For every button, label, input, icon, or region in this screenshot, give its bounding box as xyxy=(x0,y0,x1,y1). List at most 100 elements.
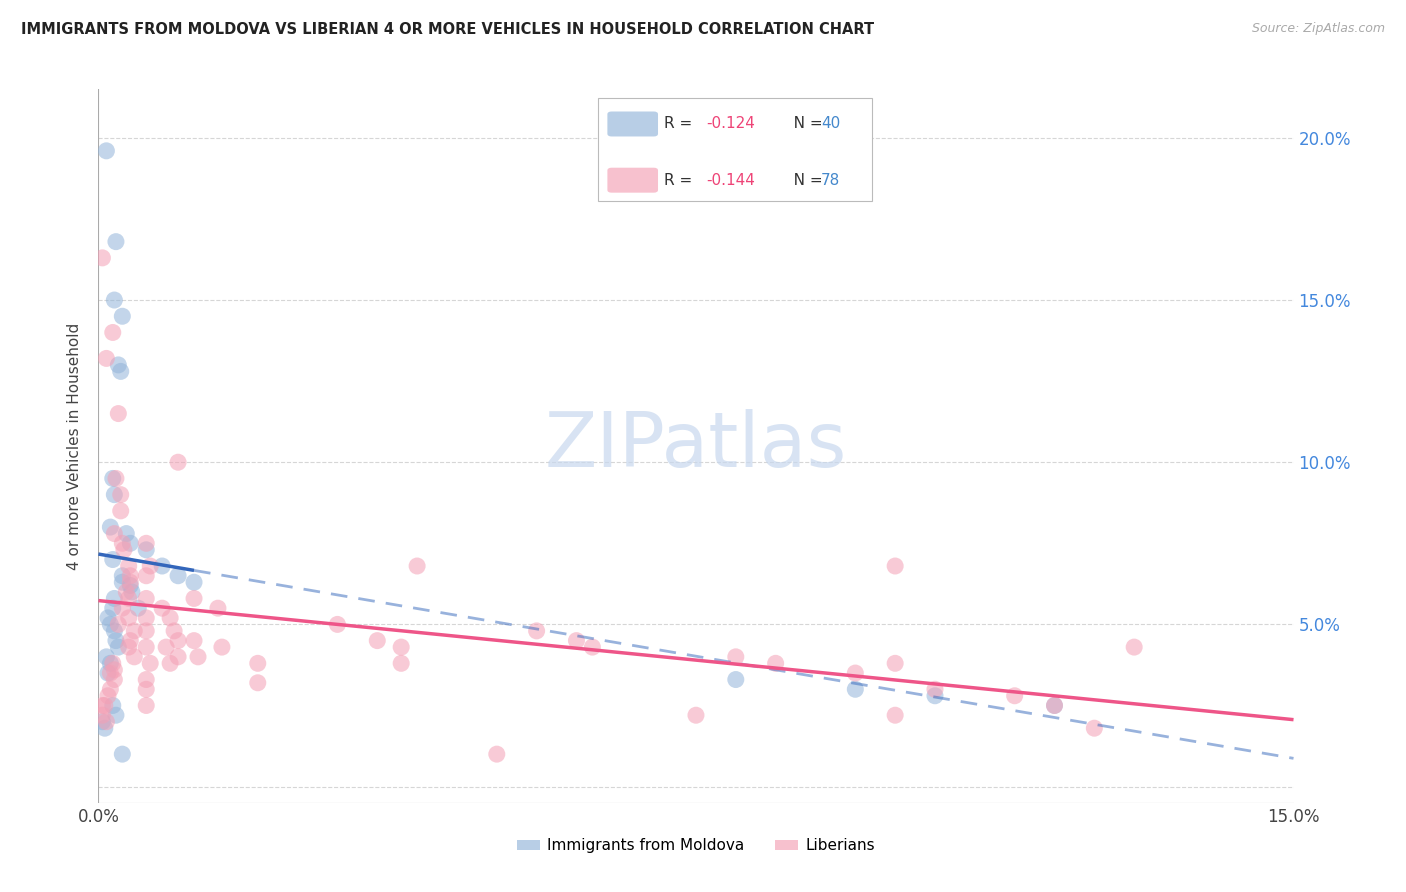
Point xyxy=(135,611,157,625)
Point xyxy=(187,649,209,664)
Point xyxy=(97,666,120,681)
Text: 40: 40 xyxy=(821,117,841,131)
Point xyxy=(924,682,946,697)
Point xyxy=(91,698,114,713)
Point xyxy=(150,601,173,615)
Point xyxy=(110,504,132,518)
Point xyxy=(120,536,142,550)
Point xyxy=(118,611,141,625)
Text: IMMIGRANTS FROM MOLDOVA VS LIBERIAN 4 OR MORE VEHICLES IN HOUSEHOLD CORRELATION : IMMIGRANTS FROM MOLDOVA VS LIBERIAN 4 OR… xyxy=(21,22,875,37)
Point xyxy=(115,585,138,599)
Point xyxy=(389,657,412,671)
Point xyxy=(155,640,177,654)
Point xyxy=(94,698,117,713)
Point xyxy=(135,568,157,582)
Point xyxy=(159,611,181,625)
Text: R =: R = xyxy=(664,117,697,131)
Point xyxy=(111,568,134,582)
Point xyxy=(107,358,129,372)
Text: R =: R = xyxy=(664,173,697,187)
Point xyxy=(97,689,120,703)
Point xyxy=(326,617,349,632)
Point xyxy=(103,673,125,687)
Text: ZIPatlas: ZIPatlas xyxy=(544,409,848,483)
Point xyxy=(150,559,173,574)
Point xyxy=(485,747,508,761)
Point xyxy=(924,689,946,703)
Point xyxy=(103,591,125,606)
Point xyxy=(884,708,907,723)
Point xyxy=(111,601,134,615)
Point xyxy=(118,640,141,654)
Point xyxy=(101,657,124,671)
Point xyxy=(120,568,142,582)
Point xyxy=(101,326,124,340)
Point xyxy=(98,666,122,681)
Point xyxy=(120,578,142,592)
Point xyxy=(406,559,429,574)
Point xyxy=(183,591,205,606)
Point xyxy=(1043,698,1066,713)
Point xyxy=(167,649,190,664)
Point xyxy=(884,657,907,671)
Point xyxy=(94,721,117,735)
Point xyxy=(765,657,787,671)
Point xyxy=(111,575,134,590)
Point xyxy=(366,633,388,648)
Point xyxy=(110,364,132,378)
Point xyxy=(724,649,747,664)
Point xyxy=(167,633,190,648)
Point xyxy=(103,663,125,677)
Point xyxy=(98,657,122,671)
Point xyxy=(135,542,157,557)
Point xyxy=(112,542,135,557)
Point xyxy=(724,673,747,687)
Point xyxy=(111,747,134,761)
Point xyxy=(101,698,124,713)
Point xyxy=(91,708,114,723)
Point xyxy=(1123,640,1146,654)
Point xyxy=(183,575,205,590)
Text: Source: ZipAtlas.com: Source: ZipAtlas.com xyxy=(1251,22,1385,36)
Point xyxy=(96,714,118,729)
Point xyxy=(115,526,138,541)
Point xyxy=(844,682,866,697)
Point xyxy=(135,673,157,687)
Point xyxy=(104,708,127,723)
Point xyxy=(118,591,141,606)
Point xyxy=(1043,698,1066,713)
Point xyxy=(103,624,125,638)
Point xyxy=(104,235,127,249)
Point xyxy=(167,455,190,469)
Text: -0.144: -0.144 xyxy=(706,173,755,187)
Text: 78: 78 xyxy=(821,173,841,187)
Point xyxy=(103,293,125,307)
Point xyxy=(135,624,157,638)
Point xyxy=(101,601,124,615)
Point xyxy=(211,640,233,654)
Point xyxy=(127,601,149,615)
Point xyxy=(101,471,124,485)
Point xyxy=(120,575,142,590)
Point xyxy=(91,251,114,265)
Point xyxy=(246,675,269,690)
Point xyxy=(111,310,134,324)
Point xyxy=(120,633,142,648)
Point xyxy=(124,624,146,638)
Point xyxy=(97,611,120,625)
Point xyxy=(103,526,125,541)
Point xyxy=(103,488,125,502)
Point xyxy=(107,407,129,421)
Point xyxy=(139,559,162,574)
Point xyxy=(685,708,707,723)
Point xyxy=(135,682,157,697)
Point xyxy=(101,552,124,566)
Point xyxy=(107,617,129,632)
Point xyxy=(91,714,114,729)
Point xyxy=(135,536,157,550)
Point xyxy=(96,351,118,366)
Point xyxy=(135,698,157,713)
Point xyxy=(565,633,588,648)
Point xyxy=(118,559,141,574)
Point xyxy=(207,601,229,615)
